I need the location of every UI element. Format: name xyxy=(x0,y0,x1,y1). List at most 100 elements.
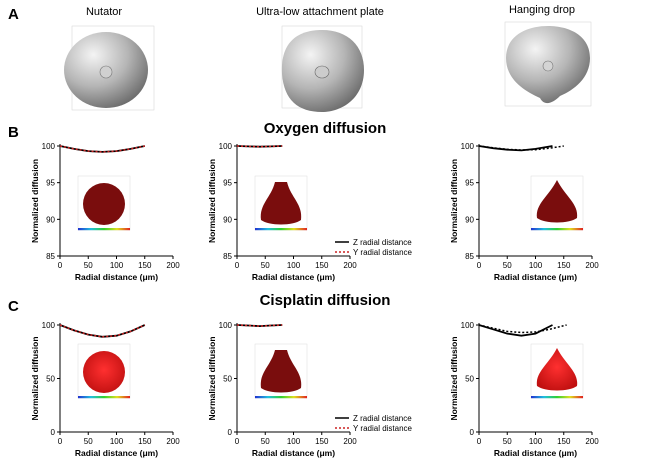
chart-cisplatin-0: 0 50 100 150 200 0 50 100 Radial distance (μm) No… xyxy=(30,321,180,458)
render-ultra-low-plate xyxy=(281,25,364,112)
series-y-radial xyxy=(59,324,146,338)
y-tick-label: 0 xyxy=(51,428,56,437)
y-tick-label: 50 xyxy=(223,375,232,384)
x-tick-label: 100 xyxy=(529,261,543,270)
x-tick-label: 150 xyxy=(315,261,329,270)
x-tick-label: 100 xyxy=(110,437,124,446)
y-tick-label: 90 xyxy=(223,215,232,224)
x-tick-label: 100 xyxy=(287,437,301,446)
chart-oxygen-2: 0 50 100 150 200 85 90 95 100 Radial distance (μm… xyxy=(449,142,599,282)
spheroid-pole xyxy=(99,65,113,79)
x-tick-label: 0 xyxy=(58,261,63,270)
chart-oxygen-0: 0 50 100 150 200 85 90 95 100 Radial distance (μm… xyxy=(30,142,180,282)
y-tick-label: 95 xyxy=(465,179,474,188)
chart-cisplatin-2: 0 50 100 150 200 0 50 100 Radial distance (μm) No… xyxy=(449,321,599,458)
y-tick-label: 85 xyxy=(223,252,232,261)
x-tick-label: 200 xyxy=(166,437,180,446)
y-tick-label: 100 xyxy=(42,142,56,151)
y-tick-label: 100 xyxy=(461,321,475,330)
chart-oxygen-1: 0 50 100 150 200 85 90 95 100 Radial distance (μm… xyxy=(207,142,413,282)
series-z-radial xyxy=(236,324,283,328)
colorbar xyxy=(255,396,307,399)
panel-letter-a: A xyxy=(8,6,19,23)
series-z-radial xyxy=(59,145,145,153)
x-tick-label: 200 xyxy=(343,261,357,270)
label-hanging-drop: Hanging drop xyxy=(508,4,576,16)
render-hanging-drop xyxy=(504,21,592,107)
spheroid-slice xyxy=(83,351,125,393)
colorbar xyxy=(255,228,307,231)
y-tick-label: 50 xyxy=(46,375,55,384)
colorbar xyxy=(531,396,583,399)
y-tick-label: 0 xyxy=(470,428,475,437)
series-z-radial xyxy=(478,145,553,152)
colorbar xyxy=(78,396,130,399)
x-tick-label: 0 xyxy=(235,261,240,270)
render-box xyxy=(504,21,592,107)
legend-label-z: Z radial distance xyxy=(353,238,412,247)
series-z-radial xyxy=(59,324,146,338)
y-tick-label: 100 xyxy=(461,142,475,151)
x-tick-label: 150 xyxy=(138,261,152,270)
x-tick-label: 50 xyxy=(84,437,93,446)
x-tick-label: 150 xyxy=(315,437,329,446)
y-tick-label: 90 xyxy=(46,215,55,224)
legend-label-z: Z radial distance xyxy=(353,414,412,423)
series-y-radial xyxy=(236,324,283,327)
x-tick-label: 200 xyxy=(585,261,599,270)
panel-letter-b: B xyxy=(8,124,19,141)
x-axis-label: Radial distance (μm) xyxy=(494,272,577,282)
y-axis-label: Normalized diffusion xyxy=(207,159,217,243)
y-tick-label: 50 xyxy=(465,375,474,384)
spheroid-pole xyxy=(542,60,554,72)
spheroid-pole xyxy=(314,65,330,79)
spheroid-slice xyxy=(260,350,302,393)
x-tick-label: 50 xyxy=(261,261,270,270)
y-tick-label: 100 xyxy=(219,142,233,151)
panel-letter-c: C xyxy=(8,298,19,315)
x-tick-label: 100 xyxy=(287,261,301,270)
charts-layer: 0 50 100 150 200 85 90 95 100 Radial distance (μm… xyxy=(30,142,599,458)
series-z-radial xyxy=(478,324,553,337)
series-y-radial xyxy=(236,145,283,148)
y-tick-label: 95 xyxy=(223,179,232,188)
x-axis-label: Radial distance (μm) xyxy=(252,272,335,282)
x-axis-label: Radial distance (μm) xyxy=(75,272,158,282)
x-tick-label: 200 xyxy=(343,437,357,446)
y-tick-label: 90 xyxy=(465,215,474,224)
x-tick-label: 150 xyxy=(557,261,571,270)
y-tick-label: 0 xyxy=(228,428,233,437)
x-tick-label: 200 xyxy=(166,261,180,270)
x-axis-label: Radial distance (μm) xyxy=(252,448,335,458)
spheroid-slice xyxy=(260,182,302,225)
legend-label-y: Y radial distance xyxy=(353,248,413,257)
render-nutator xyxy=(64,25,155,111)
x-tick-label: 50 xyxy=(503,437,512,446)
x-tick-label: 0 xyxy=(477,437,482,446)
colorbar xyxy=(531,228,583,231)
spheroid-slice xyxy=(536,180,578,223)
x-axis-label: Radial distance (μm) xyxy=(75,448,158,458)
chart-cisplatin-1: 0 50 100 150 200 0 50 100 Radial distance (μm) No… xyxy=(207,321,413,458)
x-tick-label: 100 xyxy=(110,261,124,270)
legend-label-y: Y radial distance xyxy=(353,424,413,433)
y-axis-label: Normalized diffusion xyxy=(30,159,40,243)
x-tick-label: 100 xyxy=(529,437,543,446)
y-tick-label: 100 xyxy=(219,321,233,330)
x-axis-label: Radial distance (μm) xyxy=(494,448,577,458)
cisplatin-title: Cisplatin diffusion xyxy=(259,292,391,309)
series-y-radial xyxy=(478,324,567,334)
y-tick-label: 95 xyxy=(46,179,55,188)
x-tick-label: 50 xyxy=(261,437,270,446)
x-tick-label: 150 xyxy=(557,437,571,446)
x-tick-label: 0 xyxy=(235,437,240,446)
y-tick-label: 85 xyxy=(46,252,55,261)
x-tick-label: 200 xyxy=(585,437,599,446)
oxygen-title: Oxygen diffusion xyxy=(263,120,387,137)
colorbar xyxy=(78,228,130,231)
x-tick-label: 50 xyxy=(503,261,512,270)
y-axis-label: Normalized diffusion xyxy=(207,336,217,420)
y-tick-label: 85 xyxy=(465,252,474,261)
x-tick-label: 0 xyxy=(477,261,482,270)
x-tick-label: 0 xyxy=(58,437,63,446)
